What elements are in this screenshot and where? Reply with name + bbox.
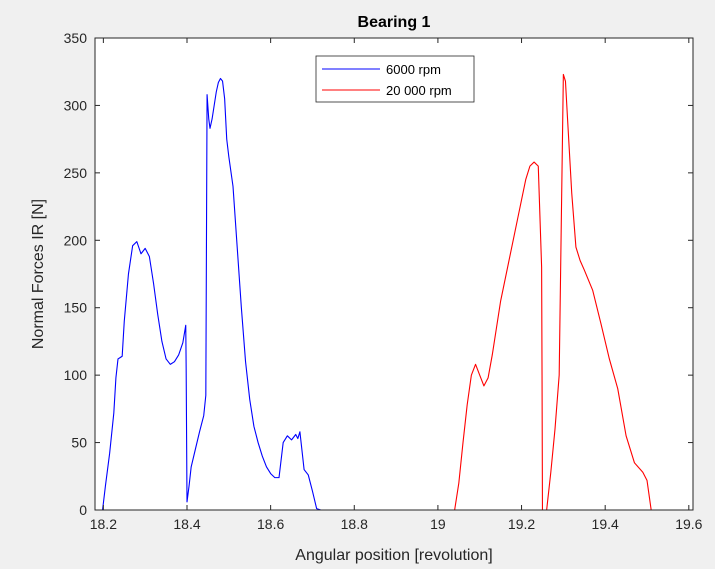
- y-tick-label: 100: [64, 367, 88, 383]
- y-tick-label: 50: [71, 435, 87, 451]
- y-tick-label: 350: [64, 30, 88, 46]
- x-tick-label: 18.2: [90, 516, 117, 532]
- x-tick-label: 18.8: [341, 516, 368, 532]
- chart-title: Bearing 1: [358, 14, 431, 31]
- y-tick-label: 300: [64, 97, 88, 113]
- x-tick-label: 19.4: [592, 516, 619, 532]
- x-tick-label: 19: [430, 516, 446, 532]
- legend-label-20000-rpm: 20 000 rpm: [386, 83, 452, 98]
- x-tick-label: 18.4: [173, 516, 200, 532]
- y-axis-label: Normal Forces IR [N]: [30, 199, 47, 349]
- legend-label-6000-rpm: 6000 rpm: [386, 62, 441, 77]
- x-tick-label: 19.2: [508, 516, 535, 532]
- x-axis-label: Angular position [revolution]: [295, 547, 492, 564]
- legend: 6000 rpm 20 000 rpm: [315, 55, 475, 103]
- plot-area: [95, 38, 693, 510]
- plot-frame: [94, 37, 694, 511]
- x-tick-label: 18.6: [257, 516, 284, 532]
- y-tick-label: 250: [64, 165, 88, 181]
- x-axis: 18.2 18.4 18.6 18.8 19 19.2 19.4 19.6: [90, 38, 703, 532]
- y-tick-label: 0: [79, 502, 87, 518]
- y-tick-label: 150: [64, 300, 88, 316]
- legend-box: [315, 55, 475, 103]
- y-axis: 0 50 100 150 200 250 300 350: [64, 30, 693, 518]
- series-line-0: [95, 77, 693, 511]
- x-tick-label: 19.6: [675, 516, 702, 532]
- y-tick-label: 200: [64, 232, 88, 248]
